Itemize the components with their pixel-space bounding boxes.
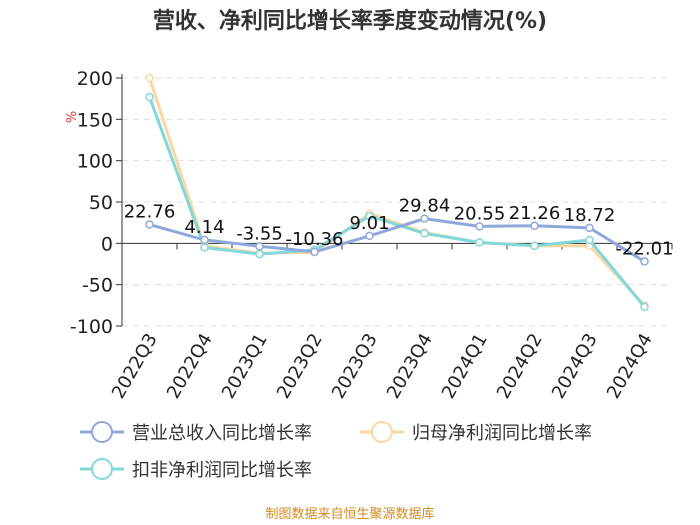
data-point: [145, 220, 154, 229]
series-line: [148, 77, 646, 307]
x-ticks: 2022Q3 2022Q4 2023Q1 2023Q2 2023Q3 2023Q4 2024…: [108, 243, 673, 402]
data-labels: 22.76 4.14 -3.55 -10.36 9.01 29.84 20.55 21.26 1…: [124, 196, 674, 260]
y-tick-label: 150: [77, 109, 113, 131]
x-tick-label: 2024Q1: [438, 330, 492, 402]
x-tick-label: 2024Q2: [493, 330, 547, 402]
data-point: [530, 221, 539, 231]
y-tick-label: 100: [77, 151, 113, 173]
legend-label: 归母净利润同比增长率: [412, 423, 592, 444]
series-line: [148, 96, 646, 308]
data-point: [310, 247, 319, 257]
x-tick-label: 2024Q4: [603, 330, 657, 402]
series-line: [149, 217, 646, 263]
y-ticks: 200 150 100 50 0 -50 -100: [70, 68, 122, 338]
y-tick-label: 0: [101, 233, 113, 255]
y-tick-label: 200: [77, 68, 113, 90]
legend-swatch-marker: [91, 421, 113, 443]
data-label: 4.14: [184, 217, 224, 238]
x-tick-label: 2023Q2: [273, 330, 327, 402]
data-label: 9.01: [349, 213, 389, 234]
data-label: 29.84: [399, 196, 451, 217]
x-tick-label: 2024Q3: [548, 330, 602, 402]
data-point: [420, 214, 429, 223]
y-tick-label: 50: [89, 192, 113, 214]
data-label: 22.76: [124, 202, 176, 223]
data-point: [200, 235, 209, 245]
data-point: [255, 249, 264, 259]
data-point: [200, 243, 209, 252]
legend-swatch-marker: [91, 458, 113, 480]
x-tick-label: 2022Q3: [108, 330, 162, 402]
x-tick-label: 2023Q4: [383, 330, 437, 402]
grid-lines: [122, 77, 672, 327]
data-label: -10.36: [285, 229, 343, 250]
data-point: [365, 231, 374, 241]
legend-label: 营业总收入同比增长率: [132, 423, 312, 444]
chart-title: 营收、净利同比增长率季度变动情况(%): [153, 8, 547, 34]
data-label: -3.55: [236, 223, 283, 244]
data-point: [585, 235, 594, 245]
x-tick-label: 2022Q4: [163, 330, 217, 402]
data-point: [145, 92, 154, 102]
data-point: [475, 222, 484, 231]
y-axis-unit: %: [65, 111, 80, 123]
data-point: [475, 238, 484, 247]
data-point: [365, 211, 374, 221]
data-point: [530, 241, 539, 251]
legend-swatch-marker: [371, 421, 393, 443]
legend-label: 扣非净利润同比增长率: [132, 460, 312, 481]
data-point: [640, 257, 649, 266]
data-point: [640, 302, 649, 312]
y-tick-label: -100: [70, 316, 113, 338]
source-note: 制图数据来自恒生聚源数据库: [265, 506, 434, 522]
y-tick-label: -50: [82, 275, 113, 297]
data-point: [255, 242, 264, 251]
axes: [121, 74, 672, 326]
x-tick-label: 2023Q3: [328, 330, 382, 402]
data-label: 20.55: [454, 203, 506, 224]
x-tick-label: 2023Q1: [218, 330, 272, 402]
data-label: 21.26: [509, 203, 561, 224]
data-label: 18.72: [564, 205, 616, 226]
data-label: -22.01: [615, 239, 673, 260]
data-point: [145, 73, 154, 83]
data-point: [585, 223, 594, 233]
series-group: [145, 73, 649, 312]
data-point: [420, 229, 429, 238]
